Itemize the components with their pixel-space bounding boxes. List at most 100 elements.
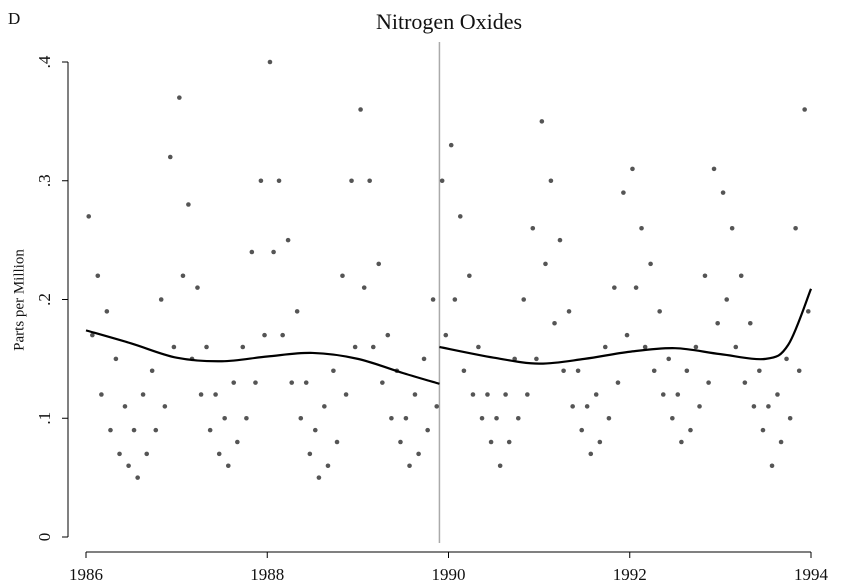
point (548, 178, 554, 184)
point (135, 475, 140, 480)
point (693, 344, 699, 350)
point (715, 320, 720, 326)
point (639, 225, 644, 231)
point (240, 344, 246, 350)
point (648, 261, 653, 267)
point (289, 380, 295, 385)
x-tick-label: 1992 (613, 565, 647, 584)
point (162, 404, 168, 409)
point (216, 451, 222, 457)
point (352, 344, 358, 350)
point (343, 392, 349, 397)
point (485, 392, 490, 397)
point (793, 225, 798, 231)
point (434, 404, 440, 409)
point (675, 392, 681, 397)
point (412, 392, 418, 397)
point (706, 380, 711, 385)
point (630, 166, 635, 172)
y-tick-label: .2 (35, 293, 54, 306)
x-tick-label: 1994 (794, 565, 829, 584)
point (796, 368, 802, 374)
point (457, 214, 463, 219)
point (642, 344, 648, 350)
point (742, 380, 748, 385)
point (479, 415, 485, 421)
point (195, 285, 200, 290)
point (470, 392, 476, 397)
point (325, 463, 331, 469)
point (633, 285, 639, 290)
point (539, 119, 545, 124)
panel-label: D (8, 9, 20, 28)
point (515, 415, 521, 421)
point (494, 415, 499, 421)
point (122, 404, 128, 409)
point (108, 427, 113, 433)
point (575, 368, 581, 374)
point (757, 368, 762, 374)
point (775, 392, 780, 397)
point (769, 463, 775, 469)
point (612, 285, 617, 290)
point (222, 415, 227, 421)
point (543, 261, 548, 267)
point (370, 344, 376, 350)
point (660, 392, 666, 397)
point (249, 249, 255, 255)
point (476, 344, 481, 350)
point (167, 154, 173, 160)
point (729, 225, 735, 231)
point (117, 451, 122, 457)
point (621, 190, 626, 195)
point (231, 380, 237, 385)
point (711, 166, 717, 172)
point (624, 332, 630, 338)
point (376, 261, 382, 267)
point (403, 415, 409, 421)
point (670, 415, 675, 421)
point (86, 214, 92, 219)
point (334, 439, 340, 445)
point (688, 427, 693, 433)
point (267, 59, 273, 65)
point (90, 332, 95, 338)
fit-line (85, 329, 440, 385)
point (340, 273, 345, 279)
chart-title: Nitrogen Oxides (376, 9, 522, 34)
point (244, 415, 249, 421)
point (316, 475, 322, 480)
point (430, 297, 436, 302)
y-tick-label: .3 (35, 174, 54, 187)
point (322, 404, 327, 409)
point (307, 451, 313, 457)
point (448, 142, 454, 148)
point (280, 332, 285, 338)
point (140, 392, 146, 397)
point (95, 273, 101, 279)
point (588, 451, 594, 457)
point (285, 237, 291, 243)
point (198, 392, 204, 397)
point (380, 380, 385, 385)
point (186, 202, 191, 207)
point (784, 356, 789, 362)
point (235, 439, 240, 445)
point (733, 344, 739, 350)
point (149, 368, 155, 374)
x-tick-label: 1990 (432, 565, 466, 584)
point (679, 439, 684, 445)
y-tick-label: .1 (35, 412, 54, 425)
x-tick-label: 1986 (69, 565, 103, 584)
point (530, 225, 536, 231)
point (570, 404, 575, 409)
point (666, 356, 672, 362)
point (778, 439, 784, 445)
point (171, 344, 177, 350)
point (349, 178, 354, 184)
point (805, 309, 811, 314)
point (126, 463, 131, 469)
point (177, 95, 182, 100)
point (497, 463, 503, 469)
